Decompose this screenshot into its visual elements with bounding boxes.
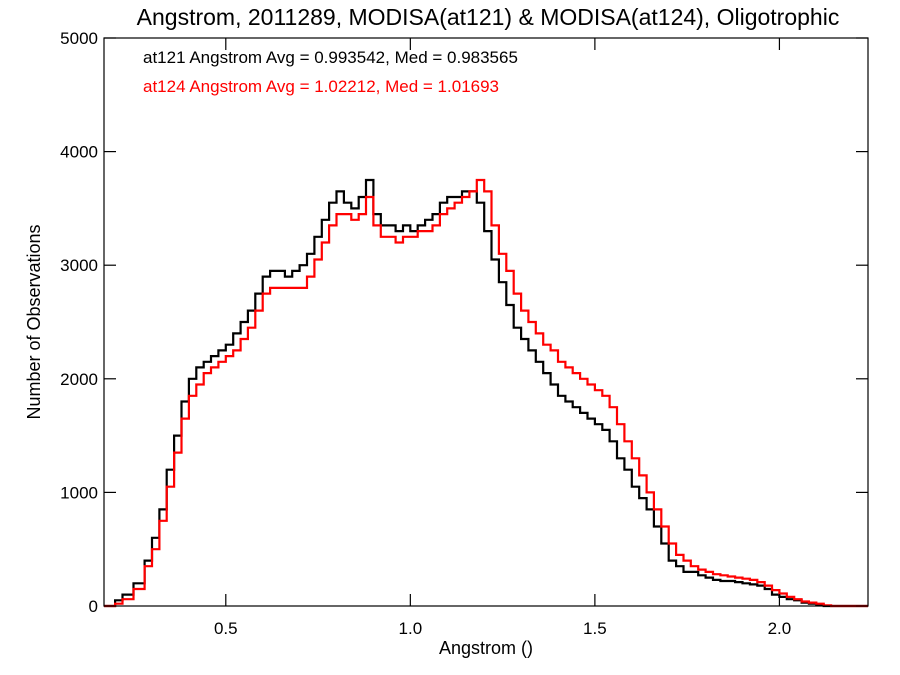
y-tick-label: 5000 xyxy=(60,29,98,48)
chart-title: Angstrom, 2011289, MODISA(at121) & MODIS… xyxy=(137,4,840,30)
y-axis-label: Number of Observations xyxy=(24,224,44,419)
y-tick-label: 3000 xyxy=(60,256,98,275)
series-at124-line xyxy=(104,178,868,608)
ticks-layer: 0.5 1.0 1.5 2.0 0 1000 2000 3000 4000 5000 xyxy=(60,29,868,638)
x-tick-label: 1.5 xyxy=(583,619,607,638)
annotation-at124: at124 Angstrom Avg = 1.02212, Med = 1.01… xyxy=(143,77,499,96)
plot-frame xyxy=(103,37,869,607)
x-tick-label: 2.0 xyxy=(768,619,792,638)
series-layer xyxy=(104,178,868,608)
x-tick-label: 0.5 xyxy=(214,619,238,638)
series-at121-line xyxy=(104,178,868,608)
y-tick-label: 0 xyxy=(89,597,98,616)
y-tick-label: 1000 xyxy=(60,483,98,502)
x-axis-label: Angstrom () xyxy=(439,638,533,658)
y-tick-label: 2000 xyxy=(60,370,98,389)
y-tick-label: 4000 xyxy=(60,143,98,162)
x-tick-label: 1.0 xyxy=(399,619,423,638)
annotation-at121: at121 Angstrom Avg = 0.993542, Med = 0.9… xyxy=(143,48,518,67)
